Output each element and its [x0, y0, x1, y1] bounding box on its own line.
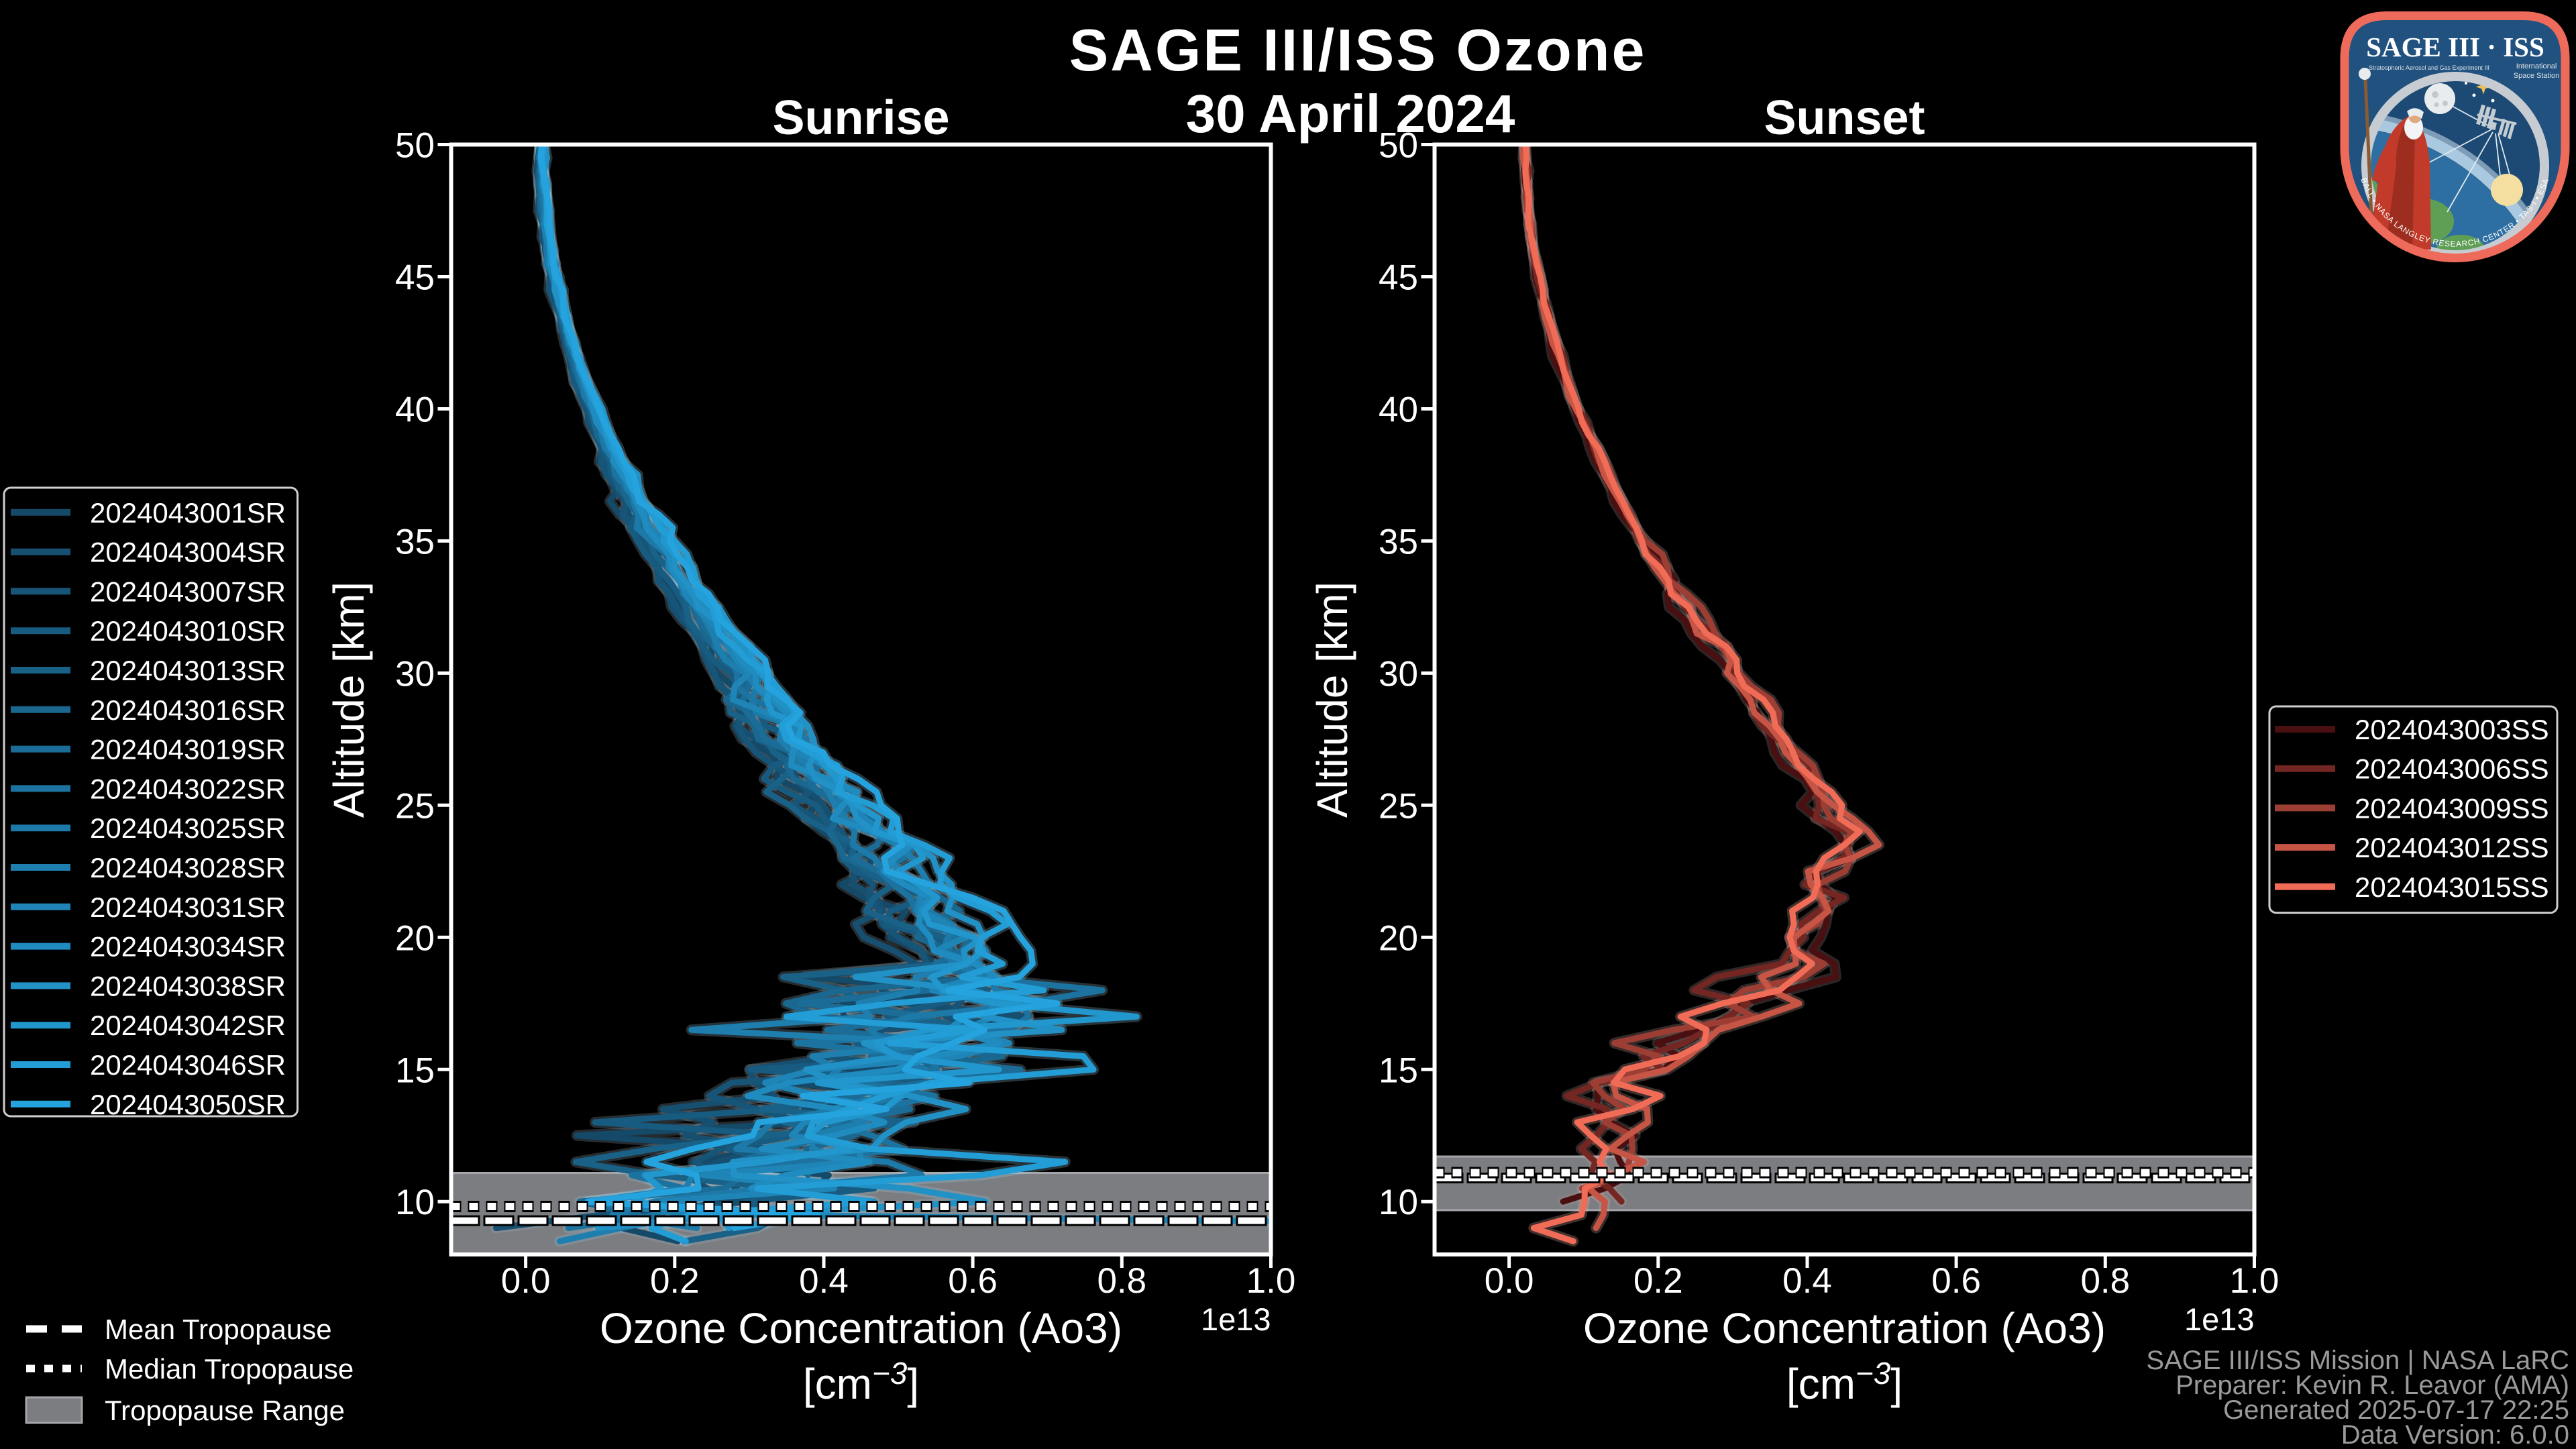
svg-text:2024043038SR: 2024043038SR: [90, 970, 286, 1002]
svg-text:1.0: 1.0: [1246, 1261, 1296, 1301]
svg-text:0.6: 0.6: [948, 1261, 998, 1301]
svg-text:45: 45: [395, 258, 435, 298]
svg-text:25: 25: [1379, 786, 1418, 826]
svg-text:0.8: 0.8: [2080, 1261, 2130, 1301]
svg-text:0.4: 0.4: [1782, 1261, 1832, 1301]
svg-text:20: 20: [395, 918, 435, 958]
svg-text:Preparer: Kevin R. Leavor (AMA: Preparer: Kevin R. Leavor (AMA): [2176, 1371, 2569, 1400]
svg-text:0.6: 0.6: [1931, 1261, 1981, 1301]
svg-text:1e13: 1e13: [2184, 1301, 2255, 1337]
svg-text:SAGE III/ISS Ozone: SAGE III/ISS Ozone: [1069, 17, 1647, 83]
svg-text:International: International: [2516, 62, 2557, 70]
svg-text:30: 30: [1379, 654, 1418, 694]
svg-text:2024043022SR: 2024043022SR: [90, 773, 286, 804]
svg-text:15: 15: [395, 1051, 435, 1090]
svg-text:2024043015SS: 2024043015SS: [2355, 871, 2549, 903]
svg-text:SAGE III/ISS Mission | NASA La: SAGE III/ISS Mission | NASA LaRC: [2146, 1346, 2569, 1375]
svg-text:20: 20: [1379, 918, 1418, 958]
svg-text:Data Version: 6.0.0: Data Version: 6.0.0: [2341, 1420, 2569, 1449]
svg-text:2024043004SR: 2024043004SR: [90, 537, 286, 568]
svg-text:0.0: 0.0: [1485, 1261, 1534, 1301]
svg-text:0.8: 0.8: [1097, 1261, 1146, 1301]
svg-text:Space Station: Space Station: [2514, 72, 2560, 80]
svg-text:35: 35: [1379, 522, 1418, 561]
svg-text:2024043025SR: 2024043025SR: [90, 812, 286, 844]
svg-text:40: 40: [395, 390, 435, 430]
svg-text:[cm−3]: [cm−3]: [803, 1356, 919, 1408]
svg-text:2024043031SR: 2024043031SR: [90, 892, 286, 923]
svg-text:25: 25: [395, 786, 435, 826]
svg-text:Tropopause Range: Tropopause Range: [105, 1395, 345, 1426]
svg-text:2024043046SR: 2024043046SR: [90, 1049, 286, 1081]
svg-text:Generated 2025-07-17 22:25: Generated 2025-07-17 22:25: [2223, 1395, 2569, 1425]
svg-text:2024043016SR: 2024043016SR: [90, 694, 286, 726]
svg-text:35: 35: [395, 522, 435, 561]
svg-text:SAGE III · ISS: SAGE III · ISS: [2366, 32, 2544, 62]
svg-text:Altitude [km]: Altitude [km]: [1308, 582, 1356, 818]
svg-text:Mean Tropopause: Mean Tropopause: [105, 1313, 332, 1345]
svg-text:2024043013SR: 2024043013SR: [90, 655, 286, 686]
svg-text:Median Tropopause: Median Tropopause: [105, 1353, 354, 1385]
svg-text:2024043028SR: 2024043028SR: [90, 852, 286, 883]
svg-text:Ozone Concentration (Ao3): Ozone Concentration (Ao3): [1583, 1304, 2106, 1352]
svg-text:2024043001SR: 2024043001SR: [90, 497, 286, 529]
svg-text:2024043006SS: 2024043006SS: [2355, 753, 2549, 785]
svg-text:2024043010SR: 2024043010SR: [90, 615, 286, 647]
svg-text:1.0: 1.0: [2230, 1261, 2279, 1301]
svg-text:Ozone Concentration (Ao3): Ozone Concentration (Ao3): [600, 1304, 1122, 1352]
svg-text:Altitude [km]: Altitude [km]: [325, 582, 373, 818]
svg-text:2024043050SR: 2024043050SR: [90, 1089, 286, 1120]
svg-text:1e13: 1e13: [1201, 1301, 1271, 1337]
svg-text:15: 15: [1379, 1051, 1418, 1090]
svg-text:Sunrise: Sunrise: [772, 91, 949, 145]
svg-text:0.0: 0.0: [501, 1261, 551, 1301]
svg-text:2024043007SR: 2024043007SR: [90, 576, 286, 607]
svg-text:Stratospheric Aerosol and Gas: Stratospheric Aerosol and Gas Experiment…: [2369, 64, 2489, 71]
svg-text:2024043034SR: 2024043034SR: [90, 931, 286, 963]
svg-text:0.4: 0.4: [799, 1261, 849, 1301]
svg-text:2024043019SR: 2024043019SR: [90, 734, 286, 765]
svg-text:0.2: 0.2: [650, 1261, 700, 1301]
svg-text:2024043012SS: 2024043012SS: [2355, 832, 2549, 863]
svg-text:10: 10: [395, 1183, 435, 1222]
svg-text:45: 45: [1379, 258, 1418, 298]
svg-text:Sunset: Sunset: [1764, 91, 1925, 145]
svg-text:2024043003SS: 2024043003SS: [2355, 714, 2549, 745]
svg-text:30: 30: [395, 654, 435, 694]
svg-text:40: 40: [1379, 390, 1418, 430]
svg-text:50: 50: [395, 126, 435, 166]
svg-text:10: 10: [1379, 1183, 1418, 1222]
svg-text:2024043009SS: 2024043009SS: [2355, 792, 2549, 824]
svg-text:30 April 2024: 30 April 2024: [1186, 84, 1515, 144]
svg-text:50: 50: [1379, 126, 1418, 166]
svg-text:0.2: 0.2: [1633, 1261, 1683, 1301]
svg-text:2024043042SR: 2024043042SR: [90, 1010, 286, 1041]
